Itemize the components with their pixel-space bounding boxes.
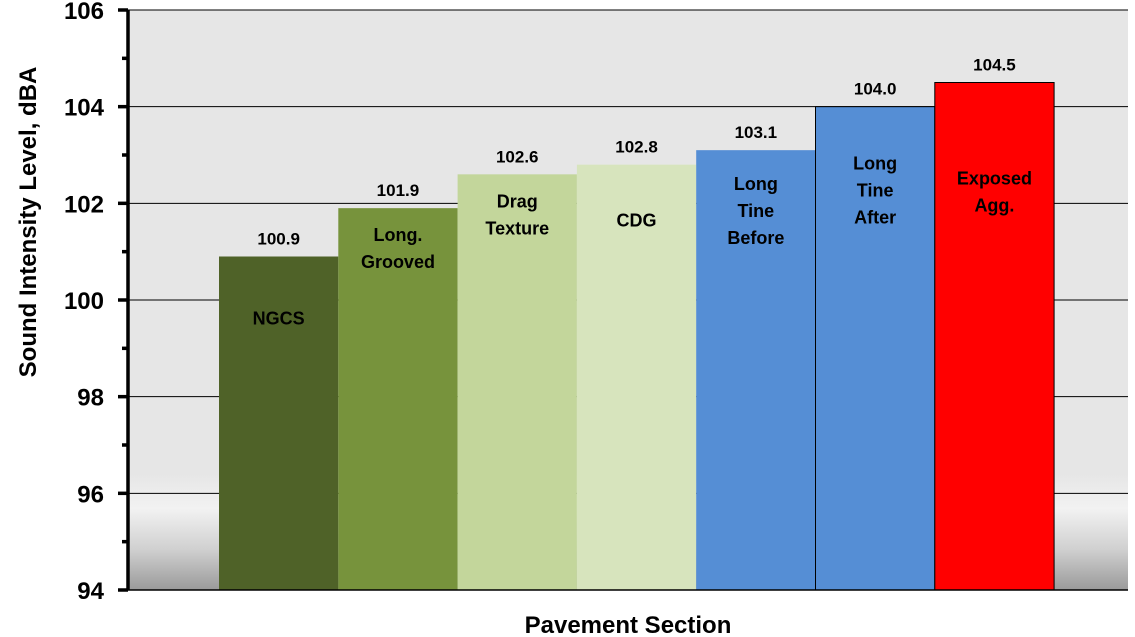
value-label-4: 103.1 xyxy=(735,123,778,142)
category-label-line: CDG xyxy=(617,211,657,231)
category-label-line: NGCS xyxy=(253,309,305,329)
y-tick-label-106: 106 xyxy=(64,0,104,25)
bar-6 xyxy=(934,82,1055,591)
value-label-1: 101.9 xyxy=(377,181,420,200)
category-label-line: Long xyxy=(853,154,897,174)
category-label-line: After xyxy=(854,208,896,228)
bar-1 xyxy=(338,208,458,590)
category-label-3: CDG xyxy=(617,211,657,231)
category-label-line: Drag xyxy=(497,191,538,211)
bars-group: 100.9 NGCS 101.9 Long. Grooved 102.6 Drag Textu… xyxy=(219,56,1055,591)
y-tick-label-102: 102 xyxy=(64,191,104,218)
axes-group: 94 96 98 100 102 104 106 xyxy=(64,0,1128,605)
y-tick-label-100: 100 xyxy=(64,288,104,315)
category-label-0: NGCS xyxy=(253,309,305,329)
category-label-line: Tine xyxy=(738,201,775,221)
value-label-5: 104.0 xyxy=(854,80,897,99)
category-label-6: Exposed Agg. xyxy=(957,169,1032,216)
value-label-2: 102.6 xyxy=(496,147,539,166)
category-label-line: Before xyxy=(727,228,784,248)
category-label-line: Long xyxy=(734,174,778,194)
value-label-6: 104.5 xyxy=(973,56,1016,75)
value-label-3: 102.8 xyxy=(615,138,658,157)
bar-2 xyxy=(457,174,577,591)
bar-5 xyxy=(815,106,936,591)
category-label-2: Drag Texture xyxy=(485,191,549,238)
category-label-4: Long Tine Before xyxy=(727,174,784,248)
category-label-line: Tine xyxy=(857,181,894,201)
category-label-line: Agg. xyxy=(974,196,1014,216)
x-axis-title: Pavement Section xyxy=(525,612,732,637)
category-label-1: Long. Grooved xyxy=(361,225,435,272)
y-axis-title: Sound Intensity Level, dBA xyxy=(15,67,42,378)
y-tick-label-98: 98 xyxy=(77,385,104,412)
category-label-line: Exposed xyxy=(957,169,1032,189)
y-tick-label-96: 96 xyxy=(77,481,104,508)
bar-0 xyxy=(219,256,339,590)
bar-4 xyxy=(696,150,816,590)
category-label-line: Texture xyxy=(485,218,549,238)
category-label-line: Long. xyxy=(373,225,422,245)
category-label-5: Long Tine After xyxy=(853,154,897,228)
bar-3 xyxy=(576,164,697,590)
y-tick-label-94: 94 xyxy=(77,578,104,605)
y-tick-label-104: 104 xyxy=(64,95,105,122)
value-label-0: 100.9 xyxy=(257,230,300,249)
category-label-line: Grooved xyxy=(361,252,435,272)
